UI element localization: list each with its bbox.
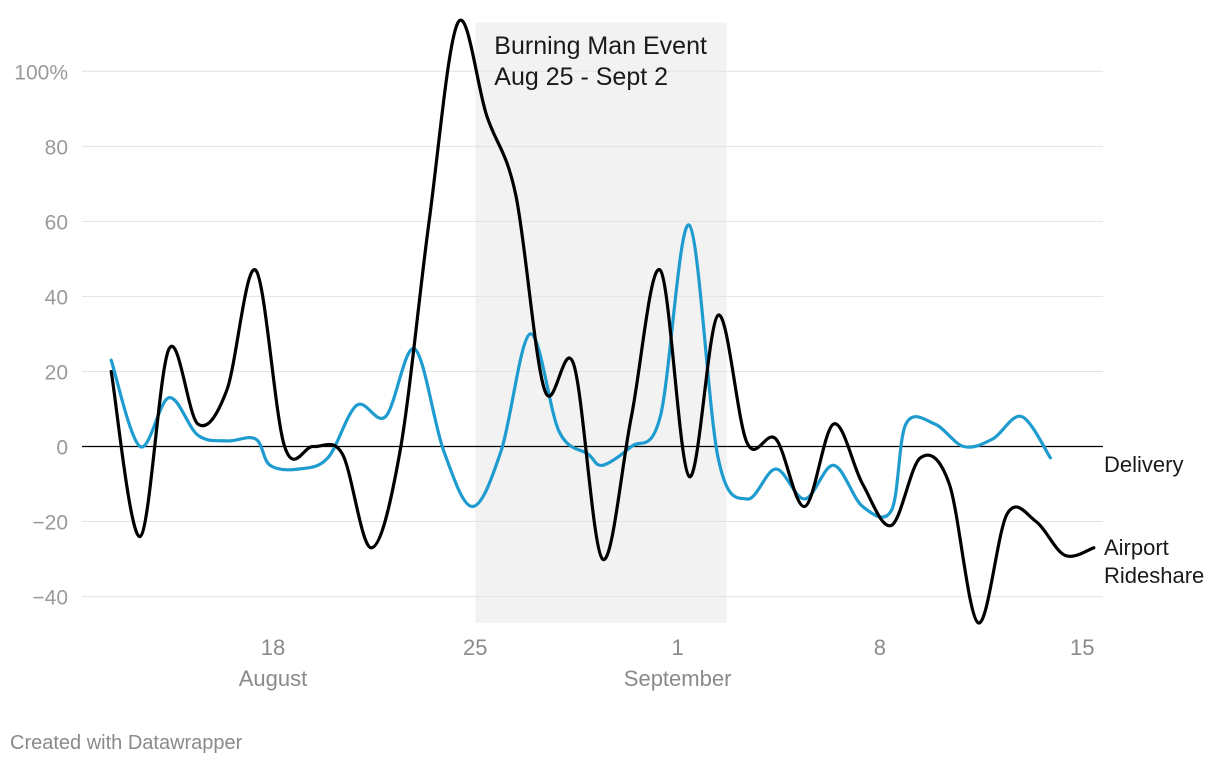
- highlight-band: [475, 22, 727, 623]
- series-line-delivery: [109, 223, 1052, 519]
- x-tick-label: 8: [874, 635, 886, 660]
- highlight-region: [475, 22, 727, 623]
- y-tick-label: 40: [45, 286, 68, 309]
- x-tick-label: 18: [261, 635, 285, 660]
- x-tick-label: 1: [671, 635, 683, 660]
- y-tick-label: 80: [45, 136, 68, 159]
- highlight-annotation: Aug 25 - Sept 2: [494, 63, 668, 91]
- x-tick-label: 25: [463, 635, 487, 660]
- series-line-airport-rideshare: [109, 18, 1096, 625]
- y-tick-label: 60: [45, 211, 68, 234]
- y-tick-label: 0: [56, 437, 68, 460]
- credit-text: Created with Datawrapper: [10, 732, 243, 754]
- grid: 100% 80 60 40 20 0 −20 −40: [14, 61, 1103, 610]
- y-tick-label: −20: [32, 512, 68, 535]
- highlight-annotation: Burning Man Event: [494, 32, 707, 60]
- series-label: Rideshare: [1104, 563, 1204, 588]
- series-label: Delivery: [1104, 452, 1183, 477]
- y-tick-label: 20: [45, 361, 68, 384]
- series-label: Airport: [1104, 535, 1169, 560]
- x-tick-label: 15: [1070, 635, 1094, 660]
- y-tick-label: −40: [32, 587, 68, 610]
- x-month-label: August: [239, 666, 308, 691]
- x-month-label: September: [624, 666, 732, 691]
- series-lines: [109, 18, 1096, 625]
- y-tick-label: 100%: [14, 61, 68, 84]
- labels: 18 August 25 1 September 8 15 Burning Man Event…: [239, 32, 1205, 691]
